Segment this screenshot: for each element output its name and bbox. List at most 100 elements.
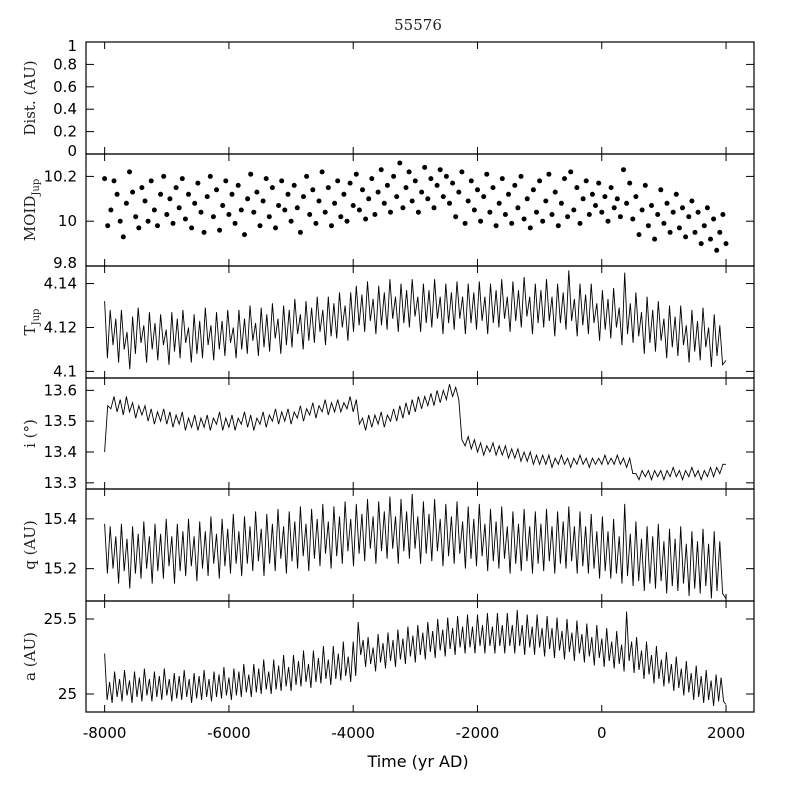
- data-point: [586, 212, 592, 217]
- data-point: [540, 218, 546, 224]
- data-point: [714, 247, 720, 253]
- data-point: [621, 167, 626, 173]
- data-point: [571, 207, 577, 213]
- data-point: [297, 229, 303, 235]
- data-point: [680, 205, 685, 211]
- x-tick-label: -6000: [207, 724, 251, 742]
- data-point: [207, 173, 213, 179]
- data-point: [279, 178, 285, 184]
- data-point: [664, 200, 670, 206]
- data-point: [555, 223, 561, 229]
- data-point: [593, 203, 598, 208]
- data-point: [434, 182, 440, 188]
- data-point: [120, 234, 126, 240]
- data-point: [170, 220, 176, 226]
- data-point: [565, 214, 571, 220]
- data-point: [282, 207, 288, 213]
- data-point: [527, 225, 533, 231]
- data-point: [698, 241, 704, 247]
- data-point: [360, 187, 365, 193]
- panel-dist: 00.2 0.4 0.6 0.81 Dist. (AU): [21, 37, 755, 160]
- data-point: [617, 214, 623, 220]
- data-point: [192, 200, 198, 206]
- x-axis: -8000 -6000 -4000 -2000 0 2000: [83, 724, 745, 742]
- panel-frame: [85, 153, 755, 267]
- data-point: [263, 176, 269, 182]
- data-point: [313, 220, 319, 226]
- data-point: [375, 189, 381, 195]
- data-point: [173, 185, 179, 191]
- data-point: [310, 187, 316, 193]
- x-axis-label: Time (yr AD): [366, 752, 468, 771]
- data-point: [475, 187, 480, 193]
- data-point: [356, 207, 362, 213]
- data-point: [151, 207, 157, 213]
- data-point: [440, 194, 446, 200]
- data-point: [462, 220, 468, 226]
- data-point: [652, 236, 658, 242]
- data-point: [176, 205, 182, 211]
- data-point: [627, 180, 633, 186]
- data-point: [596, 180, 602, 186]
- data-point: [602, 194, 608, 200]
- data-point: [341, 191, 347, 197]
- y-axis-label: MOIDJup: [21, 179, 42, 241]
- y-axis-label: a (AU): [21, 632, 39, 681]
- data-point: [257, 223, 263, 229]
- data-point: [443, 173, 449, 179]
- data-point: [182, 216, 188, 222]
- data-point: [502, 212, 508, 217]
- data-point: [419, 189, 425, 195]
- data-point: [179, 176, 185, 182]
- data-point: [478, 218, 484, 224]
- y-tick-label: 4.1: [53, 362, 77, 380]
- y-axis-label: TJup: [21, 309, 42, 336]
- data-point: [490, 185, 496, 191]
- data-point: [608, 185, 614, 191]
- data-point: [645, 223, 651, 229]
- data-point: [496, 200, 502, 206]
- y-tick-label: 4.12: [44, 318, 77, 336]
- data-point: [549, 212, 555, 217]
- data-point: [512, 182, 518, 188]
- data-point: [319, 169, 325, 175]
- data-point: [304, 173, 310, 179]
- data-point: [406, 169, 412, 175]
- data-point: [431, 205, 437, 211]
- data-point: [133, 214, 139, 220]
- data-point: [198, 209, 204, 215]
- series-line-a: [104, 609, 727, 707]
- data-point: [720, 212, 726, 217]
- data-point: [350, 203, 356, 208]
- data-point: [670, 209, 676, 215]
- data-point: [577, 220, 583, 226]
- data-point: [266, 214, 272, 220]
- data-point: [338, 214, 344, 220]
- data-point: [552, 189, 558, 195]
- data-point: [493, 223, 499, 229]
- data-point: [636, 232, 642, 238]
- data-point: [599, 209, 605, 215]
- data-point: [471, 207, 477, 213]
- data-point: [294, 205, 300, 211]
- data-point: [307, 212, 313, 217]
- data-point: [689, 198, 695, 204]
- data-point: [708, 236, 713, 242]
- data-point: [509, 220, 515, 226]
- x-tick-label: 2000: [707, 724, 745, 742]
- y-tick-label: 13.4: [44, 443, 77, 461]
- data-point: [114, 191, 120, 197]
- x-tick-label: 0: [597, 724, 607, 742]
- y-tick-label: 15.4: [44, 510, 77, 528]
- chart-title: 55576: [394, 16, 442, 34]
- data-point: [667, 229, 673, 235]
- data-point: [611, 205, 617, 211]
- data-point: [391, 173, 397, 179]
- data-point: [189, 225, 195, 231]
- data-point: [145, 218, 151, 224]
- data-point: [574, 185, 580, 191]
- data-point: [251, 209, 257, 215]
- data-point: [543, 198, 549, 204]
- y-tick-label: 9.8: [53, 254, 77, 272]
